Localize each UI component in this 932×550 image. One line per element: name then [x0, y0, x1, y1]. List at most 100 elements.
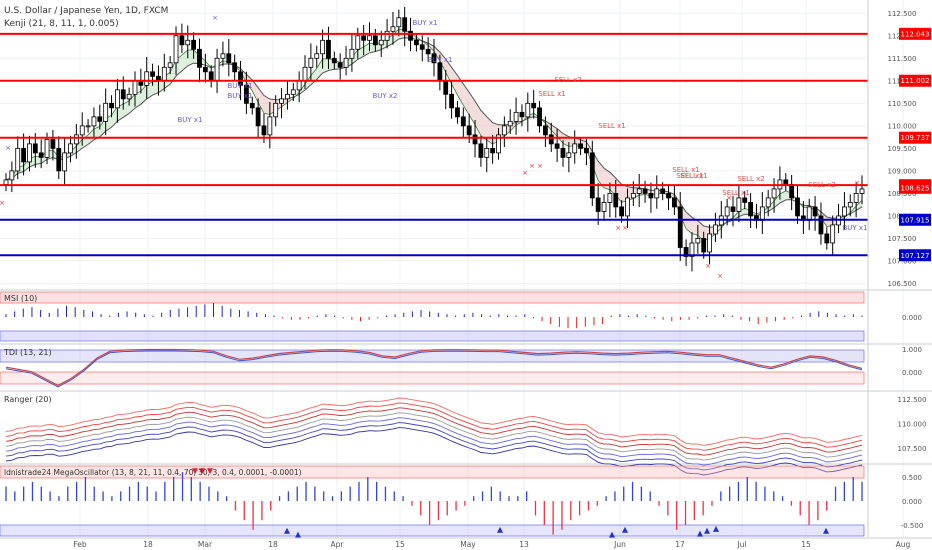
candle-body — [613, 193, 619, 208]
candle-body — [531, 102, 537, 109]
candle-body — [56, 147, 62, 172]
candle-body — [38, 152, 44, 158]
price-tick-label: 109.000 — [888, 167, 917, 175]
candle-body — [818, 215, 824, 235]
signal-x-marker: × — [726, 194, 732, 202]
price-tick-label: 110.500 — [888, 100, 917, 108]
kenji-band-fill — [609, 172, 616, 196]
candle-body — [390, 26, 396, 32]
candle-body — [208, 71, 214, 82]
ranger-band-line — [5, 412, 863, 461]
candle-body — [27, 143, 32, 163]
candle-body — [21, 147, 26, 163]
time-tick-label: 15 — [801, 540, 811, 549]
candle-body — [232, 62, 238, 73]
candle-body — [396, 17, 402, 28]
candle-body — [150, 71, 155, 77]
level-price-label: 111.002 — [901, 77, 930, 85]
candle-body — [666, 193, 671, 199]
candle-body — [161, 66, 167, 82]
candle-body — [519, 111, 525, 118]
ranger-band-line — [5, 397, 863, 446]
candle-body — [384, 30, 390, 41]
candle-body — [648, 193, 654, 199]
level-price-tag — [899, 131, 931, 144]
tdi-tick-label: 1.000 — [902, 346, 922, 354]
time-tick-label: Jul — [736, 540, 746, 549]
candle-body — [701, 238, 707, 253]
candle-body — [742, 197, 748, 203]
candle-body — [326, 39, 331, 59]
kenji-band-fill — [152, 81, 159, 96]
candle-body — [79, 125, 85, 136]
candle-body — [671, 197, 677, 208]
candle-body — [419, 44, 425, 50]
candle-body — [584, 147, 589, 154]
candle-body — [261, 125, 267, 136]
candle-body — [132, 80, 138, 95]
price-tick-label: 107.500 — [888, 235, 917, 243]
candle-body — [601, 202, 607, 212]
candle-body — [783, 179, 789, 185]
signal-label-sell: SELL x1 — [598, 122, 626, 130]
candle-body — [859, 188, 865, 194]
signal-label-buy: BUY x1 — [412, 19, 437, 27]
time-tick-label: Mar — [198, 540, 213, 549]
candle-body — [243, 84, 249, 104]
kenji-band-fill — [181, 50, 188, 71]
kenji-band-fill — [856, 200, 862, 211]
ranger-tick-label: 110.000 — [898, 421, 927, 429]
mega-buy-triangle — [713, 525, 719, 532]
ranger-band-line — [5, 407, 863, 456]
candle-body — [466, 125, 472, 136]
tdi-signal-line — [5, 348, 863, 387]
mega-buy-triangle — [295, 531, 301, 538]
candle-body — [314, 53, 320, 59]
mega-buy-triangle — [704, 527, 710, 534]
kenji-band-fill — [697, 220, 704, 241]
kenji-band-fill — [351, 50, 358, 65]
kenji-band-fill — [691, 217, 698, 236]
time-tick-label: 17 — [675, 540, 685, 549]
candle-body — [707, 233, 712, 253]
ranger-tick-label: 112.500 — [898, 396, 927, 404]
symbol-title: U.S. Dollar / Japanese Yen, 1D, FXCM — [4, 6, 169, 16]
candle-body — [337, 62, 343, 68]
candle-body — [302, 66, 308, 82]
candle-body — [636, 188, 642, 194]
signal-label-sell: SELL x1 — [680, 172, 708, 180]
candle-body — [68, 143, 73, 154]
mega-lower-zone — [0, 524, 865, 537]
kenji-band-fill — [129, 94, 135, 114]
candle-body — [724, 206, 730, 217]
signal-x-marker: × — [622, 224, 628, 232]
kenji-band-fill — [123, 100, 130, 118]
price-tick-label: 110.000 — [888, 122, 917, 130]
indicator-title: Kenji (21, 8, 11, 1, 0.005) — [4, 19, 119, 29]
candle-body — [683, 247, 689, 257]
ranger-band-line — [5, 402, 863, 451]
candle-body — [431, 53, 437, 64]
price-tick-label: 112.500 — [888, 10, 917, 18]
mega-buy-triangle — [697, 530, 703, 537]
kenji-band-fill — [428, 43, 434, 52]
candle-body — [296, 80, 302, 91]
signal-label-buy: BUY x1 — [842, 224, 867, 232]
signal-label-buy: BUY x1 — [227, 92, 252, 100]
candle-body — [542, 125, 548, 136]
candle-body — [62, 152, 68, 172]
candle-body — [308, 57, 314, 68]
price-tick-label: 106.500 — [888, 280, 917, 288]
candle-body — [191, 39, 197, 50]
tdi-tick-label: 0.000 — [902, 369, 922, 377]
candle-body — [537, 107, 542, 127]
kenji-band-fill — [551, 124, 558, 137]
candle-body — [496, 134, 501, 154]
kenji-band-fill — [246, 74, 253, 91]
signal-x-marker: × — [5, 144, 11, 152]
candle-body — [361, 35, 367, 41]
time-tick-label: May — [460, 540, 476, 549]
kenji-band-fill — [252, 79, 259, 103]
ranger-band-line — [5, 427, 863, 476]
